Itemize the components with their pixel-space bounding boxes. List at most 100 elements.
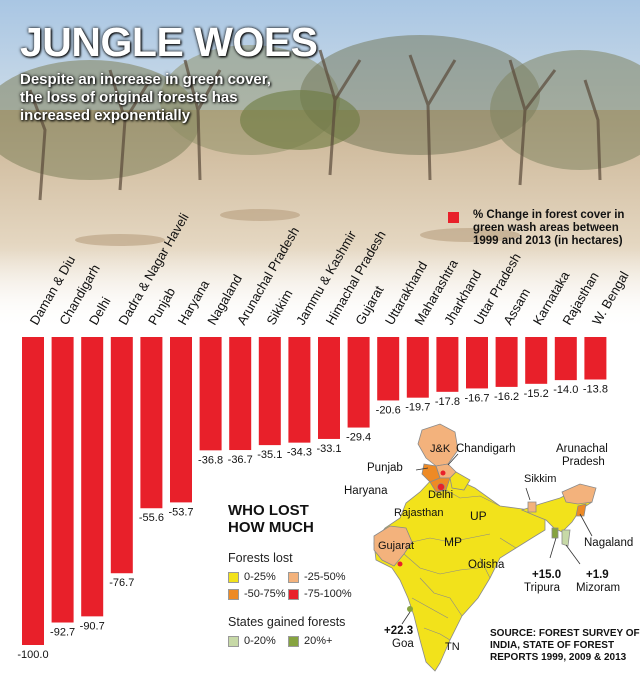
map-label-mizoram-value: +1.9 [586, 569, 609, 581]
category-label: Sikkim [263, 287, 295, 328]
bar-value-label: -92.7 [50, 627, 75, 639]
map-label-rajasthan: Rajasthan [394, 507, 444, 519]
key-gained-label: 20%+ [304, 635, 333, 647]
bar [22, 337, 44, 645]
map-mizoram [561, 529, 571, 547]
key-lost-item: -50-75% [228, 588, 288, 600]
bar [584, 337, 607, 380]
bar [258, 337, 281, 446]
bar-value-label: -100.0 [17, 649, 48, 661]
bar [170, 337, 192, 503]
key-gained-swatch [228, 635, 239, 647]
category-label: Delhi [86, 294, 114, 327]
map-label-mizoram: Mizoram [576, 582, 620, 594]
page-subtitle: Despite an increase in green cover, the … [20, 71, 271, 124]
key-lost-item: 0-25% [228, 571, 288, 583]
bar [81, 337, 104, 617]
key-lost-label: -25-50% [304, 571, 346, 583]
map-label-goa-value: +22.3 [384, 625, 413, 637]
bar [554, 337, 577, 381]
map-label-haryana: Haryana [344, 485, 388, 497]
bar-value-label: -55.6 [139, 512, 164, 524]
map-state-borders [403, 489, 517, 641]
map-label-tripura-value: +15.0 [532, 569, 561, 581]
key-lost-swatch [288, 571, 299, 583]
page-title: JUNGLE WOES [20, 19, 318, 65]
bar-value-label: -36.7 [228, 454, 253, 466]
bar-value-label: -17.8 [435, 396, 460, 408]
bar-value-label: -76.7 [109, 577, 134, 589]
map-sikkim [527, 501, 537, 513]
key-gained-item: 0-20% [228, 635, 288, 647]
legend-label: % Change in forest cover in green wash a… [473, 209, 625, 247]
bar-value-label: -34.3 [287, 447, 312, 459]
bar [436, 337, 459, 392]
map-label-delhi: Delhi [428, 489, 453, 501]
bar [347, 337, 370, 428]
key-lost-item: -25-50% [288, 571, 348, 583]
map-label-gujarat: Gujarat [378, 540, 414, 552]
key-gained-swatch [288, 635, 299, 647]
bar-value-label: -16.7 [464, 392, 489, 404]
bar-value-label: -14.0 [553, 384, 578, 396]
bar [466, 337, 488, 389]
map-label-chandigarh: Chandigarh [456, 443, 515, 455]
bar-value-label: -53.7 [168, 506, 193, 518]
bar [525, 337, 548, 384]
map-delhi [437, 483, 445, 491]
map-label-jk: J&K [430, 443, 451, 455]
category-label: Assam [500, 286, 533, 328]
map-tripura [551, 527, 559, 539]
key-lost-label: 0-25% [244, 571, 276, 583]
india-map: J&K Chandigarh Punjab Haryana Delhi Raja… [340, 418, 640, 687]
bar [288, 337, 311, 443]
bar-value-label: -35.1 [257, 449, 282, 461]
forest-scene-illustration [0, 0, 640, 330]
bar [495, 337, 518, 387]
map-label-up: UP [470, 509, 487, 523]
category-label: Punjab [145, 285, 178, 328]
map-callout-lines [401, 453, 593, 625]
map-label-nagaland: Nagaland [584, 537, 633, 549]
map-chandigarh [440, 470, 446, 476]
bar [406, 337, 429, 398]
bar [377, 337, 400, 401]
bar-value-label: -29.4 [346, 432, 371, 444]
key-heading-line1: WHO LOST [228, 502, 309, 519]
bar [199, 337, 222, 451]
bar [110, 337, 133, 574]
map-goa [407, 606, 413, 612]
chart-legend: % Change in forest cover in green wash a… [448, 209, 638, 248]
map-label-arunachal-line2: Pradesh [562, 456, 605, 468]
key-gained-item: 20%+ [288, 635, 348, 647]
source-note: SOURCE: FOREST SURVEY OF INDIA, STATE OF… [490, 628, 640, 663]
key-lost-swatch [228, 588, 239, 600]
key-heading-line2: HOW MUCH [228, 519, 314, 536]
key-gained-label: 0-20% [244, 635, 276, 647]
key-gained-label: States gained forests [228, 615, 346, 629]
map-label-mp: MP [444, 535, 462, 549]
bar-value-label: -36.8 [198, 454, 223, 466]
map-uttarakhand [449, 471, 471, 491]
map-label-goa: Goa [392, 638, 414, 650]
bar-value-label: -15.2 [524, 388, 549, 400]
map-label-tn: TN [445, 641, 460, 653]
map-label-tripura: Tripura [524, 582, 561, 594]
bar [318, 337, 340, 439]
bar [229, 337, 252, 451]
key-lost-swatch [288, 588, 299, 600]
bar-value-label: -16.2 [494, 391, 519, 403]
bar-value-label: -90.7 [80, 620, 105, 632]
key-lost-swatch [228, 571, 239, 583]
bar-value-label: -20.6 [376, 404, 401, 416]
background-photo [0, 0, 640, 330]
india-map-svg: J&K Chandigarh Punjab Haryana Delhi Raja… [344, 423, 633, 672]
map-nagaland [575, 503, 587, 517]
key-forests-lost-list: 0-25% -25-50% -50-75% -75-100% [228, 571, 352, 600]
map-daman [397, 561, 403, 567]
bar [51, 337, 74, 623]
map-key: WHO LOST HOW MUCH Forests lost 0-25% -25-… [228, 502, 352, 647]
bar [140, 337, 163, 509]
map-label-odisha: Odisha [468, 559, 505, 571]
